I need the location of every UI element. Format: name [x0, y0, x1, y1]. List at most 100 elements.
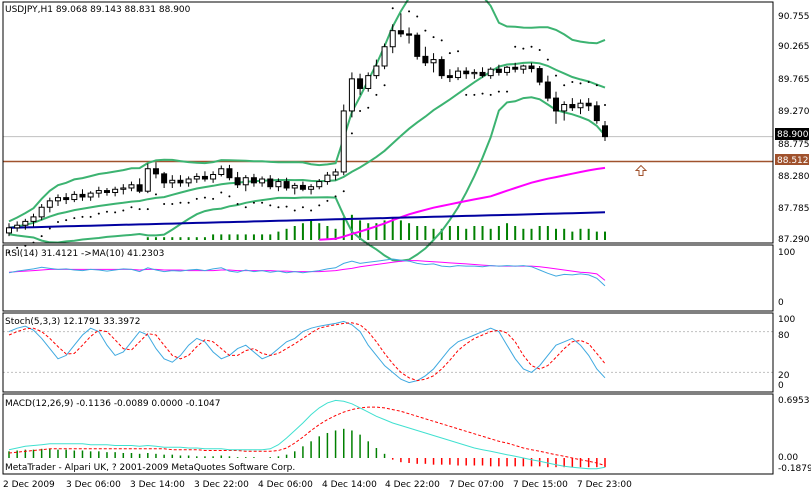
- candle-body: [602, 125, 608, 138]
- candle-body: [234, 177, 241, 186]
- macd-tick: 0.6953: [778, 396, 810, 406]
- parabolic-sar-dot: [489, 93, 492, 96]
- parabolic-sar-dot: [342, 190, 345, 193]
- candle-body: [299, 184, 306, 190]
- parabolic-sar-dot: [408, 10, 411, 13]
- parabolic-sar-dot: [73, 217, 76, 220]
- candle-body: [528, 65, 535, 70]
- stochastic-panel[interactable]: [3, 320, 773, 384]
- parabolic-sar-dot: [595, 84, 598, 87]
- parabolic-sar-dot: [375, 93, 378, 96]
- parabolic-sar-dot: [195, 197, 198, 200]
- candle-body: [242, 177, 249, 186]
- parabolic-sar-dot: [154, 193, 157, 196]
- parabolic-sar-dot: [416, 15, 419, 18]
- candle-body: [389, 30, 396, 48]
- candle-body: [406, 33, 413, 36]
- macd-panel[interactable]: [8, 399, 606, 470]
- candle-body: [357, 78, 364, 89]
- parabolic-sar-dot: [277, 206, 280, 209]
- parabolic-sar-dot: [310, 209, 313, 212]
- candle-body: [218, 168, 225, 176]
- parabolic-sar-dot: [530, 45, 533, 48]
- candle-body: [30, 216, 37, 222]
- parabolic-sar-dot: [424, 29, 427, 32]
- candle-body: [250, 177, 257, 184]
- rsi-axis: 100 0: [778, 248, 795, 308]
- candle-body: [577, 102, 584, 109]
- rsi-tick: 0: [778, 298, 784, 308]
- candle-body: [348, 78, 355, 112]
- candle-body: [95, 190, 102, 194]
- candle-body: [495, 68, 502, 73]
- macd-main-line: [8, 399, 606, 470]
- parabolic-sar-dot: [138, 208, 141, 211]
- time-tick: 3 Dec 06:00: [66, 480, 121, 490]
- candle-body: [308, 186, 315, 190]
- parabolic-sar-dot: [48, 227, 51, 230]
- rsi-panel[interactable]: [8, 258, 606, 287]
- candle-body: [14, 224, 21, 229]
- candle-body: [259, 178, 266, 184]
- moving-average-line: [319, 166, 606, 241]
- parabolic-sar-dot: [171, 203, 174, 206]
- stoch-tick: 0: [778, 381, 784, 391]
- parabolic-sar-dot: [40, 235, 43, 238]
- parabolic-sar-dot: [506, 90, 509, 93]
- candle-body: [365, 75, 372, 89]
- candle-body: [446, 75, 453, 79]
- candle-body: [373, 65, 380, 77]
- candle-body: [128, 184, 135, 189]
- parabolic-sar-dot: [350, 132, 353, 135]
- candle-body: [438, 59, 445, 77]
- parabolic-sar-dot: [383, 84, 386, 87]
- main-price-panel[interactable]: [3, 0, 773, 262]
- parabolic-sar-dot: [473, 93, 476, 96]
- parabolic-sar-dot: [105, 210, 108, 213]
- rsi-line: [8, 258, 606, 287]
- parabolic-sar-dot: [440, 39, 443, 42]
- parabolic-sar-dot: [587, 81, 590, 84]
- price-axis: 90.755 90.265 89.765 89.270 88.775 88.28…: [778, 12, 810, 245]
- parabolic-sar-dot: [538, 48, 541, 51]
- candle-body: [463, 70, 470, 75]
- candle-body: [103, 190, 110, 193]
- candle-body: [22, 220, 29, 226]
- candle-body: [87, 192, 94, 198]
- bollinger-line: [8, 61, 606, 229]
- candle-body: [316, 181, 323, 188]
- time-tick: 4 Dec 06:00: [258, 480, 313, 490]
- parabolic-sar-dot: [604, 103, 606, 106]
- panel-frames: [2, 1, 774, 475]
- parabolic-sar-dot: [326, 199, 329, 202]
- candle-body: [6, 227, 12, 234]
- parabolic-sar-dot: [81, 215, 84, 218]
- candle-body: [38, 206, 45, 218]
- parabolic-sar-dot: [448, 52, 451, 55]
- panel-frame: [2, 244, 774, 312]
- parabolic-sar-dot: [301, 206, 304, 209]
- parabolic-sar-dot: [367, 106, 370, 109]
- parabolic-sar-dot: [359, 109, 362, 112]
- bollinger-line: [8, 96, 606, 262]
- bollinger-line: [8, 0, 606, 223]
- candle-body: [430, 59, 437, 64]
- candle-body: [512, 66, 519, 70]
- parabolic-sar-dot: [16, 246, 19, 249]
- candle-body: [79, 193, 86, 198]
- parabolic-sar-dot: [285, 205, 288, 208]
- parabolic-sar-dot: [89, 215, 92, 218]
- parabolic-sar-dot: [122, 209, 125, 212]
- parabolic-sar-dot: [179, 201, 182, 204]
- candle-body: [520, 65, 527, 70]
- parabolic-sar-dot: [163, 203, 166, 206]
- parabolic-sar-dot: [244, 206, 247, 209]
- time-tick: 4 Dec 14:00: [322, 480, 377, 490]
- candle-body: [112, 188, 119, 193]
- parabolic-sar-dot: [252, 201, 255, 204]
- candle-body: [324, 174, 331, 183]
- candle-body: [169, 179, 176, 184]
- candle-body: [185, 178, 192, 184]
- macd-axis: 0.6953 0.00 -0.1879: [778, 396, 811, 474]
